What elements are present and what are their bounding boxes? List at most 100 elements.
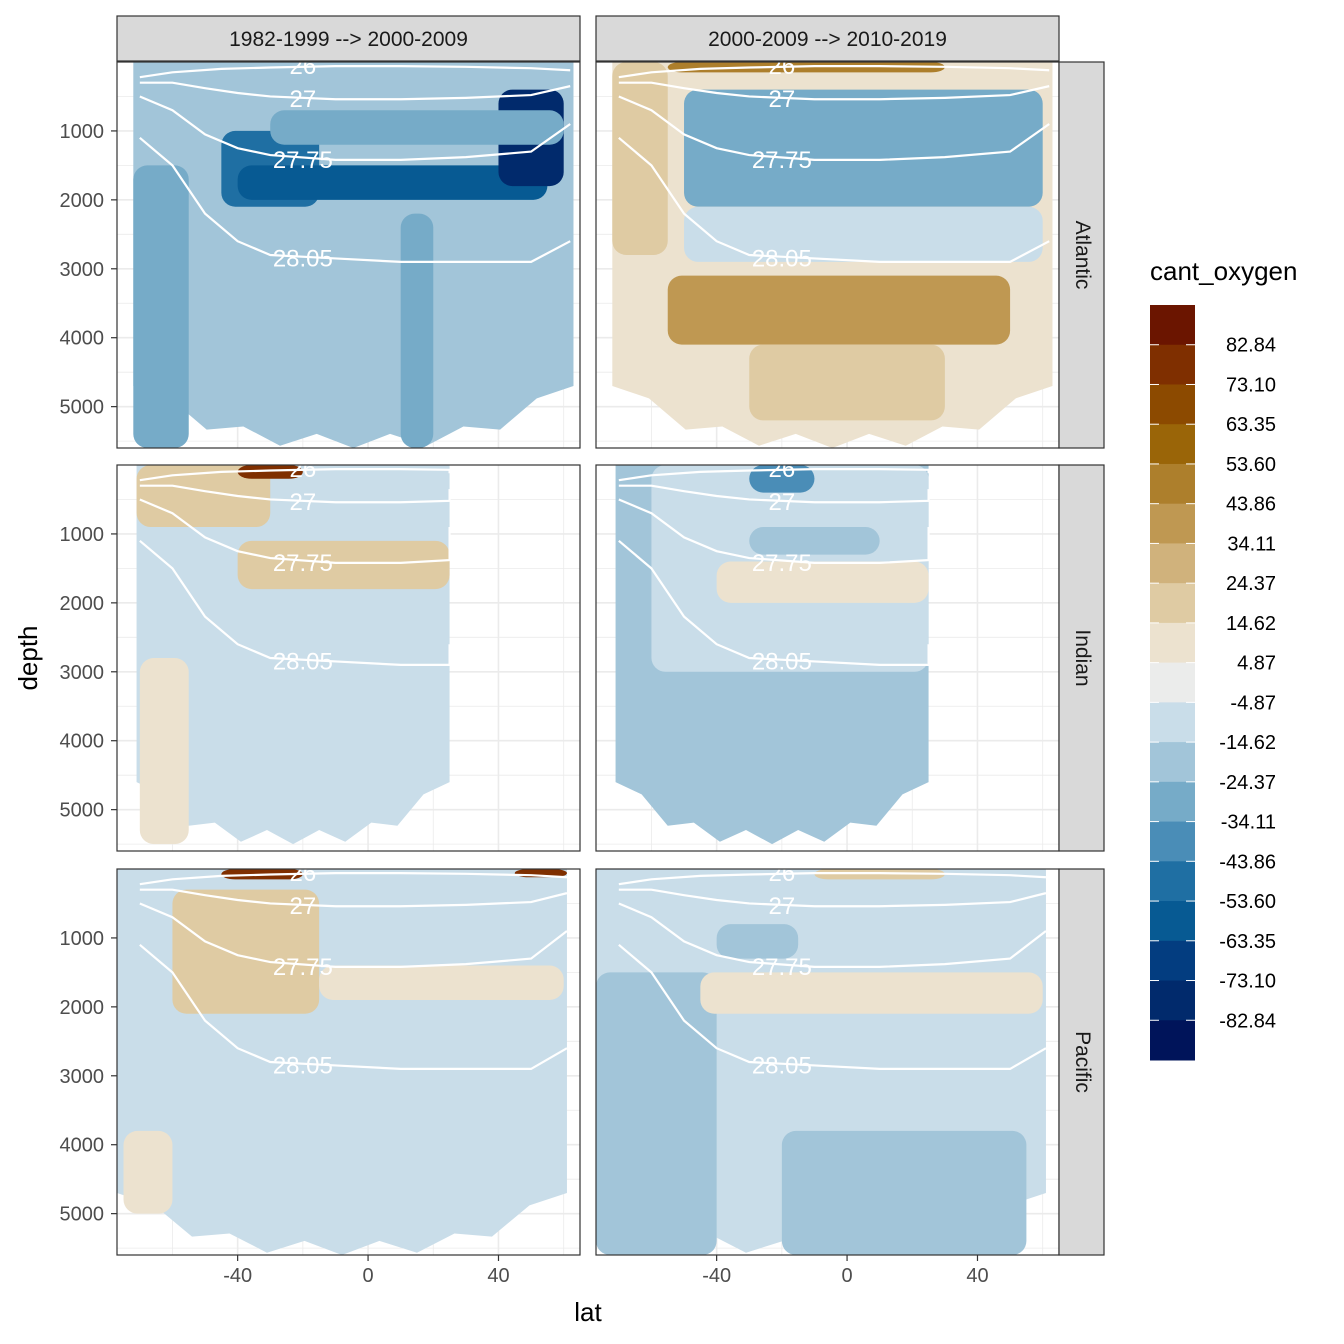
y-tick-label: 3000: [60, 662, 105, 684]
legend-color-step: [1150, 1020, 1195, 1061]
legend-break-label: 73.10: [1226, 374, 1276, 396]
panel-pacific-2: 26 27 27.75 28.05: [595, 868, 1060, 1256]
field-layer: 26 27 27.75 28.05: [615, 465, 930, 845]
legend-color-step: [1150, 821, 1195, 862]
contour-label: 27.75: [752, 147, 812, 174]
legend-color-step: [1150, 503, 1195, 544]
field-layer: 26 27 27.75 28.05: [596, 869, 1047, 1255]
contour-label: 28.05: [752, 648, 812, 675]
y-axis-title: depth: [13, 625, 43, 690]
legend-color-step: [1150, 583, 1195, 624]
contour-label: 27.75: [273, 954, 333, 981]
panel-atlantic-1: 26 27 27.75 28.05: [116, 61, 581, 449]
value-patch: [237, 165, 548, 200]
density-contour: [618, 136, 1050, 263]
panel-indian-2: 26 27 27.75 28.05: [595, 464, 1060, 852]
value-patch: [749, 344, 945, 421]
density-contour: [618, 902, 1047, 968]
legend-break-label: -14.62: [1219, 732, 1276, 754]
density-contour: [139, 95, 571, 161]
legend-color-step: [1150, 940, 1195, 982]
density-contour: [139, 498, 451, 564]
y-tick-label: 4000: [60, 731, 105, 753]
legend-break-label: 53.60: [1226, 454, 1276, 476]
contour-label: 27.75: [752, 954, 812, 981]
field-layer: 26 27 27.75 28.05: [133, 62, 574, 448]
density-contour: [618, 539, 930, 666]
legend-break-label: 4.87: [1237, 653, 1276, 675]
legend-break-label: -43.86: [1219, 851, 1276, 873]
column-strip: [116, 15, 581, 62]
density-contour: [618, 468, 930, 482]
value-patch: [781, 1130, 1027, 1255]
legend-color-step: [1150, 861, 1195, 902]
contour-label: 26: [290, 456, 317, 483]
density-contour: [139, 872, 568, 886]
row-strip-label: Pacific: [1071, 1031, 1094, 1093]
field-layer: 26 27 27.75 28.05: [136, 456, 451, 845]
density-contour: [139, 484, 451, 504]
value-patch: [749, 465, 815, 493]
legend-color-step: [1150, 702, 1195, 743]
contour-label: 26: [769, 53, 796, 80]
x-tick-label: 0: [363, 1265, 374, 1287]
legend-break-label: -73.10: [1219, 971, 1276, 993]
density-contour: [139, 65, 571, 79]
y-tick-label: 3000: [60, 259, 105, 281]
contour-label: 27: [769, 86, 796, 113]
y-tick-label: 3000: [60, 1066, 105, 1088]
panel-border: [116, 868, 581, 1256]
contour-label: 27.75: [752, 550, 812, 577]
legend-break-label: 63.35: [1226, 414, 1276, 436]
value-patch: [667, 275, 1011, 345]
contour-label: 28.05: [273, 648, 333, 675]
density-contour: [139, 81, 571, 101]
value-patch: [270, 110, 564, 145]
x-tick-label: 40: [966, 1265, 988, 1287]
column-strip-label: 2000-2009 --> 2010-2019: [708, 28, 947, 51]
legend-break-label: -63.35: [1219, 931, 1276, 953]
value-patch: [319, 965, 564, 1000]
value-patch: [237, 465, 303, 479]
panel-border: [116, 464, 581, 852]
density-contour: [618, 498, 930, 564]
row-strip: [1058, 464, 1105, 852]
density-contour: [618, 81, 1050, 101]
y-tick-label: 2000: [60, 190, 105, 212]
contour-label: 27: [769, 893, 796, 920]
row-strip-label: Atlantic: [1071, 221, 1094, 290]
legend-color-step: [1150, 622, 1195, 664]
legend-break-label: 34.11: [1227, 533, 1276, 555]
panel-atlantic-2: 26 27 27.75 28.05: [595, 53, 1060, 449]
density-contour: [139, 539, 451, 666]
density-contour: [139, 943, 568, 1070]
y-tick-label: 2000: [60, 593, 105, 615]
value-patch: [400, 213, 434, 448]
legend-color-step: [1150, 781, 1195, 823]
legend-color-step: [1150, 901, 1195, 942]
legend-break-label: -34.11: [1221, 812, 1276, 834]
value-patch: [237, 540, 450, 590]
density-contour: [139, 902, 568, 968]
x-axis-title: lat: [574, 1297, 602, 1327]
field-layer: 26 27 27.75 28.05: [117, 869, 568, 1255]
density-contour: [618, 872, 1047, 886]
value-patch: [684, 206, 1043, 262]
y-tick-label: 5000: [60, 800, 105, 822]
value-patch: [596, 972, 717, 1255]
density-contour: [139, 888, 568, 908]
column-strip-label: 1982-1999 --> 2000-2009: [229, 28, 468, 51]
legend-color-step: [1150, 305, 1195, 346]
y-tick-label: 5000: [60, 1204, 105, 1226]
value-patch: [172, 889, 320, 1014]
density-contour: [618, 65, 1050, 79]
panel-indian-1: 26 27 27.75 28.05: [116, 456, 581, 852]
contour-label: 28.05: [273, 1052, 333, 1079]
contour-label: 27.75: [273, 550, 333, 577]
contour-label: 27: [769, 489, 796, 516]
density-contour: [618, 484, 930, 504]
x-tick-label: -40: [223, 1265, 252, 1287]
legend-break-label: 14.62: [1226, 613, 1276, 635]
field-layer: 26 27 27.75 28.05: [612, 53, 1053, 448]
